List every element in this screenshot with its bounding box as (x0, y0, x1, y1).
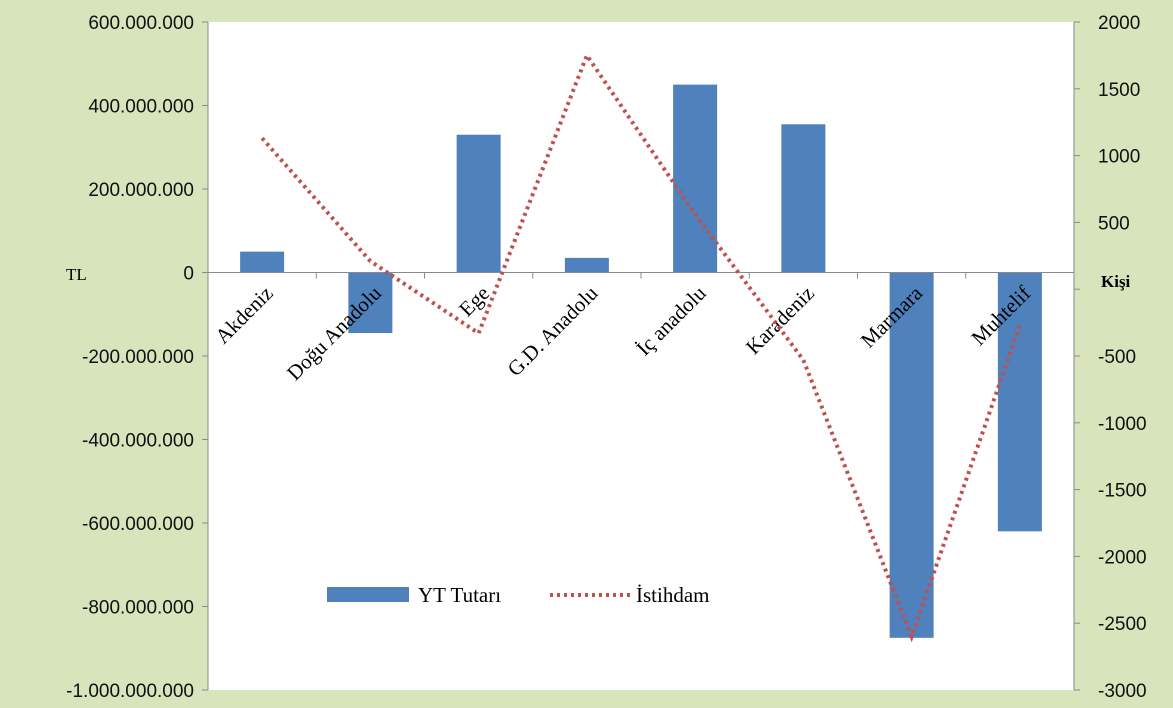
right-tick-label: -2000 (1098, 547, 1147, 568)
left-tick-label: -400.000.000 (82, 431, 194, 452)
legend-label-yt-tutari: YT Tutarı (418, 583, 501, 607)
right-axis-ticks: 2000 1500 1000 500 -500 -1000 -1500 -2000 -2500 -… (1074, 13, 1147, 702)
right-tick-label: 1000 (1098, 147, 1140, 168)
right-tick-label: -1000 (1098, 414, 1147, 435)
right-tick-label: -3000 (1098, 681, 1147, 702)
right-tick-label: 500 (1098, 213, 1130, 234)
bar-2 (348, 272, 393, 334)
bars (240, 84, 1042, 638)
left-tick-label: -1.000.000.000 (66, 681, 194, 702)
left-tick-label: -800.000.000 (82, 598, 194, 619)
right-tick-label: -2500 (1098, 614, 1147, 635)
left-tick-label: -200.000.000 (82, 347, 194, 368)
left-tick-label: 200.000.000 (88, 180, 194, 201)
left-axis-ticks: 600.000.000 400.000.000 200.000.000 0 -200.0… (66, 13, 208, 702)
bar-6 (781, 124, 826, 273)
bar-5 (673, 84, 718, 273)
left-tick-label: -600.000.000 (82, 514, 194, 535)
bar-8 (997, 272, 1042, 532)
bar-4 (564, 257, 609, 273)
right-axis-unit: Kişi (1101, 272, 1131, 291)
left-tick-label: 600.000.000 (88, 13, 194, 34)
right-tick-label: 1500 (1098, 80, 1140, 101)
bar-1 (240, 251, 285, 273)
bar-3 (456, 134, 501, 273)
left-tick-label: 400.000.000 (88, 97, 194, 118)
legend-swatch-yt-tutari (327, 587, 409, 602)
right-tick-label: -1500 (1098, 481, 1147, 502)
left-axis-unit: TL (66, 265, 87, 284)
legend-label-istihdam: İstihdam (636, 583, 710, 607)
series-line-istihdam (260, 51, 1022, 643)
legend: YT Tutarı İstihdam (327, 583, 710, 607)
bar-7 (889, 272, 934, 638)
right-tick-label: -500 (1098, 347, 1136, 368)
left-tick-label: 0 (183, 264, 194, 285)
right-tick-label: 2000 (1098, 13, 1140, 34)
